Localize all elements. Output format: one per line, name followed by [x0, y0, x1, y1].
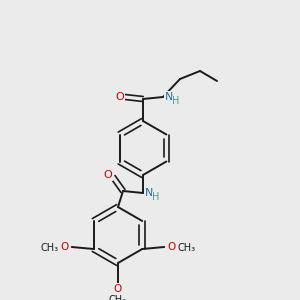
- Text: N: N: [145, 188, 153, 198]
- Text: CH₃: CH₃: [177, 243, 195, 253]
- Text: N: N: [165, 92, 173, 102]
- Text: O: O: [116, 92, 124, 102]
- Text: O: O: [167, 242, 176, 252]
- Text: O: O: [103, 170, 112, 180]
- Text: CH₃: CH₃: [40, 243, 59, 253]
- Text: H: H: [172, 96, 180, 106]
- Text: O: O: [114, 284, 122, 294]
- Text: H: H: [152, 192, 160, 202]
- Text: CH₃: CH₃: [109, 295, 127, 300]
- Text: O: O: [61, 242, 69, 252]
